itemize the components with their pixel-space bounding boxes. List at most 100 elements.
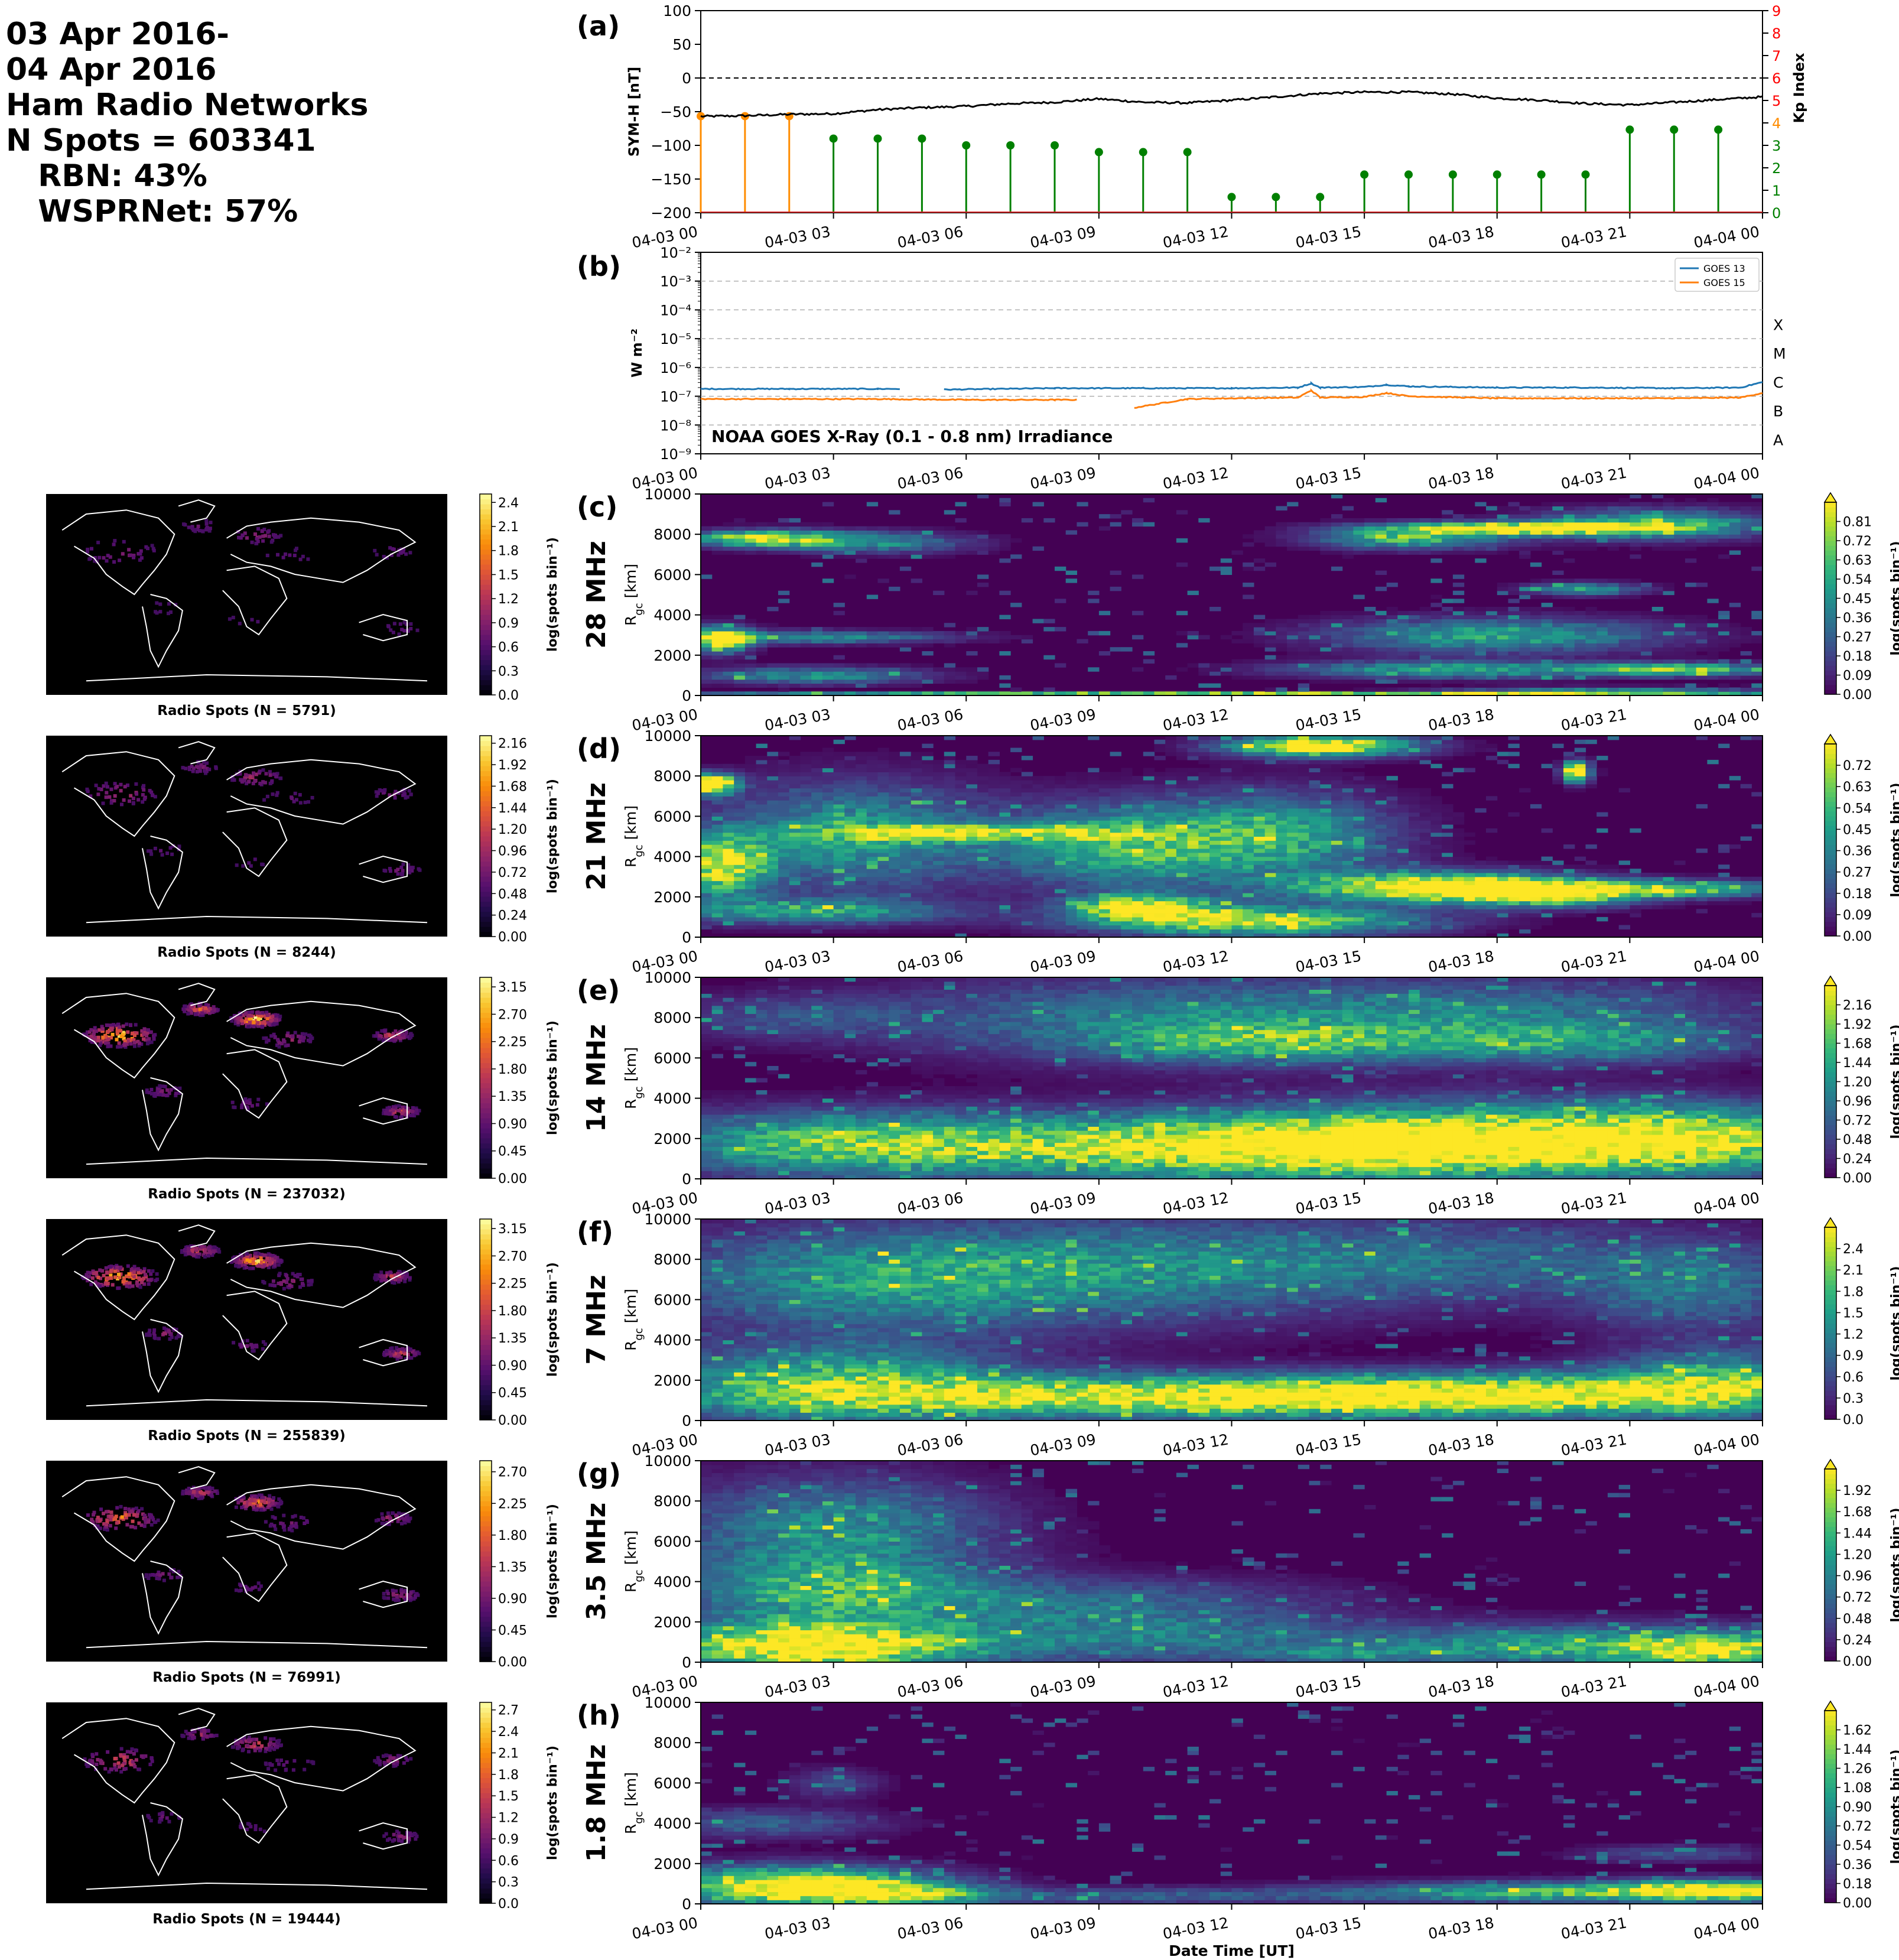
heatmap-cell <box>1287 808 1299 813</box>
heatmap-cell <box>1043 916 1055 922</box>
heatmap-cell <box>1176 510 1188 515</box>
heatmap-cell <box>701 619 713 623</box>
heatmap-cell <box>1243 808 1254 813</box>
heatmap-cell <box>822 876 834 882</box>
heatmap-cell <box>1243 736 1254 740</box>
heatmap-cell <box>889 876 900 882</box>
heatmap-cell <box>944 905 956 909</box>
heatmap-cell <box>1253 916 1266 922</box>
heatmap-cell <box>1165 800 1177 805</box>
heatmap-cell <box>955 812 967 817</box>
heatmap-cell <box>1165 872 1177 877</box>
heatmap-cell <box>844 788 856 793</box>
heatmap-cell <box>1320 659 1332 664</box>
heatmap-cell <box>1674 647 1686 652</box>
heatmap-cell <box>1043 876 1055 882</box>
heatmap-cell <box>1651 671 1664 676</box>
heatmap-cell <box>1574 643 1586 648</box>
heatmap-cell <box>1497 619 1509 623</box>
heatmap-cell <box>844 896 856 902</box>
heatmap-cell <box>933 784 945 789</box>
heatmap-cell <box>1707 542 1719 547</box>
heatmap-cell <box>1585 647 1597 652</box>
heatmap-cell <box>789 550 801 555</box>
heatmap-cell <box>1065 896 1077 902</box>
heatmap-cell <box>1685 635 1697 640</box>
heatmap-cell <box>877 550 889 555</box>
heatmap-cell <box>944 763 956 769</box>
heatmap-cell <box>899 768 912 772</box>
heatmap-cell <box>1276 643 1287 648</box>
heatmap-cell <box>1121 816 1133 821</box>
heatmap-cell <box>844 844 856 849</box>
heatmap-cell <box>1088 630 1100 636</box>
x-tick-label: 04-03 09 <box>1029 706 1097 734</box>
heatmap-cell <box>944 550 956 555</box>
heatmap-cell <box>1530 522 1542 527</box>
heatmap-cell <box>756 901 768 905</box>
heatmap-cell <box>1309 630 1321 636</box>
heatmap-cell <box>1342 663 1354 668</box>
heatmap-cell <box>1065 876 1077 882</box>
heatmap-cell <box>767 639 779 643</box>
heatmap-cell <box>899 530 912 535</box>
heatmap-cell <box>800 756 812 760</box>
heatmap-cell <box>1519 546 1531 551</box>
heatmap-cell <box>1541 627 1553 632</box>
heatmap-cell <box>844 872 856 877</box>
heatmap-cell <box>1253 788 1266 793</box>
heatmap-cell <box>1729 643 1741 648</box>
heatmap-cell <box>1298 800 1310 805</box>
heatmap-cell <box>711 784 723 789</box>
heatmap-cell <box>1409 538 1420 543</box>
heatmap-cell <box>1154 816 1166 821</box>
heatmap-cell <box>1143 788 1155 793</box>
heatmap-cell <box>899 538 912 543</box>
heatmap-cell <box>1220 880 1233 885</box>
heatmap-cell <box>833 909 845 914</box>
heatmap-cell <box>767 756 779 760</box>
heatmap-cell <box>1231 929 1243 934</box>
heatmap-cell <box>1088 804 1100 809</box>
heatmap-cell <box>856 671 867 676</box>
heatmap-cell <box>977 872 989 877</box>
heatmap-cell <box>1663 583 1674 587</box>
heatmap-cell <box>944 639 956 643</box>
heatmap-cell <box>999 876 1011 882</box>
heatmap-cell <box>877 747 889 752</box>
heatmap-cell <box>1320 635 1332 640</box>
symh-line <box>700 90 1763 118</box>
heatmap-cell <box>1630 494 1641 499</box>
heatmap-cell <box>1055 913 1066 918</box>
heatmap-cell <box>1464 671 1475 676</box>
heatmap-cell <box>1685 627 1697 632</box>
heatmap-cell <box>1010 780 1022 785</box>
heatmap-cell <box>800 872 812 877</box>
heatmap-cell <box>856 639 867 643</box>
heatmap-cell <box>856 558 867 563</box>
heatmap-cell <box>1641 655 1653 660</box>
heatmap-cell <box>844 546 856 551</box>
heatmap-cell <box>778 792 790 797</box>
heatmap-cell <box>1098 901 1111 905</box>
heatmap-cell <box>1110 864 1121 869</box>
heatmap-cell <box>1563 610 1575 616</box>
heatmap-cell <box>1198 925 1210 929</box>
heatmap-cell <box>955 929 967 934</box>
heatmap-cell <box>1220 800 1233 805</box>
heatmap-cell <box>1740 663 1752 668</box>
heatmap-cell <box>734 630 746 636</box>
heatmap-cell <box>1088 916 1100 922</box>
heatmap-cell <box>1021 929 1033 934</box>
heatmap-cell <box>1663 659 1674 664</box>
heatmap-cell <box>1663 647 1674 652</box>
heatmap-cell <box>1419 518 1431 523</box>
heatmap-cell <box>1287 635 1299 640</box>
heatmap-cell <box>800 824 812 829</box>
heatmap-cell <box>833 885 845 889</box>
y2-tick-label: 0 <box>1772 205 1781 222</box>
heatmap-cell <box>822 889 834 893</box>
heatmap-cell <box>1696 502 1708 506</box>
heatmap-cell <box>999 639 1011 643</box>
heatmap-cell <box>955 840 967 845</box>
